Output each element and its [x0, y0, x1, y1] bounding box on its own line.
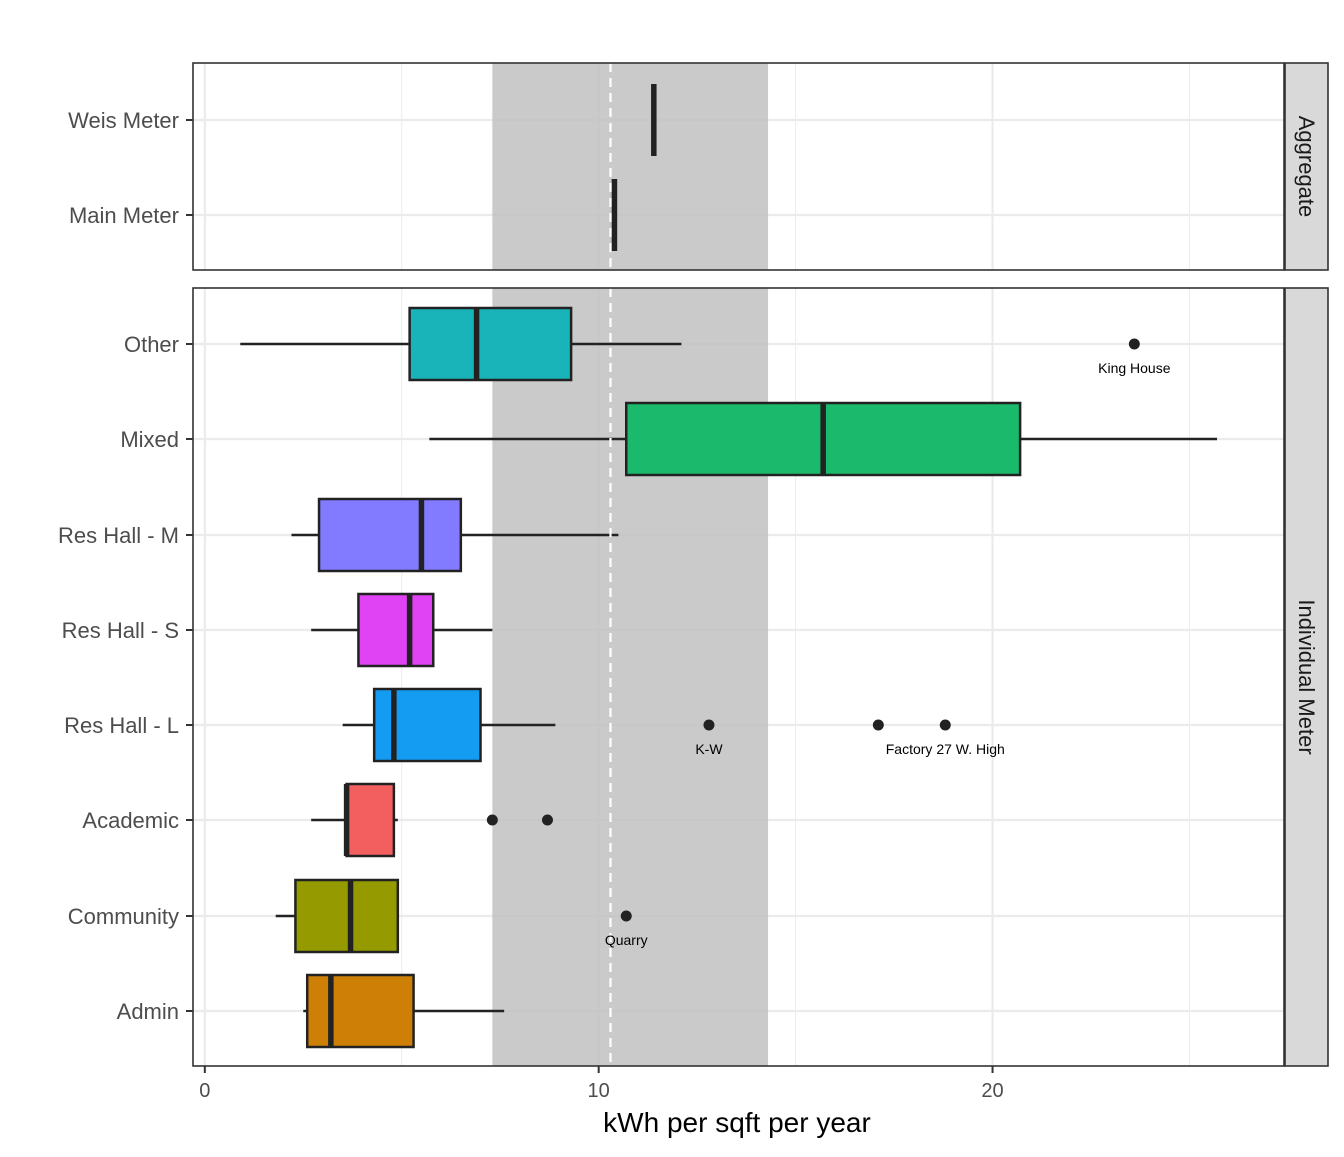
reference-band	[492, 63, 769, 270]
box-admin	[303, 973, 505, 1049]
box-other	[240, 306, 682, 382]
y-tick-label: Academic	[82, 808, 179, 833]
outlier-point	[486, 814, 498, 826]
outlier-point	[939, 719, 951, 731]
box-iqr	[317, 497, 463, 573]
panel-border	[192, 287, 1285, 1067]
y-tick-label: Main Meter	[69, 203, 179, 228]
box-iqr	[305, 973, 415, 1049]
outlier-label: Quarry	[605, 932, 648, 948]
x-tick-label: 10	[588, 1080, 610, 1102]
outlier-point	[703, 719, 715, 731]
y-tick-label: Community	[68, 904, 179, 929]
y-tick-label: Res Hall - L	[64, 713, 179, 738]
outlier-label: K-W	[695, 741, 723, 757]
x-tick-label: 0	[199, 1080, 210, 1102]
box-res-hall-m	[291, 497, 619, 573]
strip-background	[1284, 62, 1329, 271]
y-tick-label: Res Hall - S	[62, 618, 179, 643]
panel-aggregate: Aggregate Main Meter Weis Meter	[68, 62, 1329, 271]
x-tick-label: 20	[981, 1080, 1003, 1102]
box-res-hall-s	[311, 592, 493, 668]
outlier-label: Factory 27 W. High	[886, 741, 1005, 757]
outlier-point	[872, 719, 884, 731]
strip-label: Individual Meter	[1294, 599, 1319, 754]
outlier-point	[1128, 338, 1140, 350]
y-tick-label: Mixed	[120, 427, 179, 452]
y-tick-label: Admin	[117, 999, 179, 1024]
panel-border	[192, 62, 1285, 271]
y-tick-label: Weis Meter	[68, 108, 179, 133]
outlier-label: King House	[1098, 360, 1171, 376]
box-academic	[311, 782, 398, 858]
outlier-point	[541, 814, 553, 826]
box-mixed	[429, 401, 1218, 477]
strip-background	[1284, 287, 1329, 1067]
outlier-point	[620, 910, 632, 922]
strip-label: Aggregate	[1294, 116, 1319, 218]
panel-individual-meter: King House K-W Factory 27 W. High Quarry Ind…	[58, 287, 1329, 1067]
x-axis-title: kWh per sqft per year	[603, 1107, 871, 1138]
y-tick-label: Other	[124, 332, 179, 357]
box-community	[275, 878, 400, 954]
box-iqr	[408, 306, 573, 382]
y-tick-label: Res Hall - M	[58, 523, 179, 548]
box-iqr	[294, 878, 400, 954]
box-iqr	[345, 782, 396, 858]
box-res-hall-l	[342, 687, 556, 763]
box-iqr	[357, 592, 435, 668]
box-iqr	[372, 687, 482, 763]
